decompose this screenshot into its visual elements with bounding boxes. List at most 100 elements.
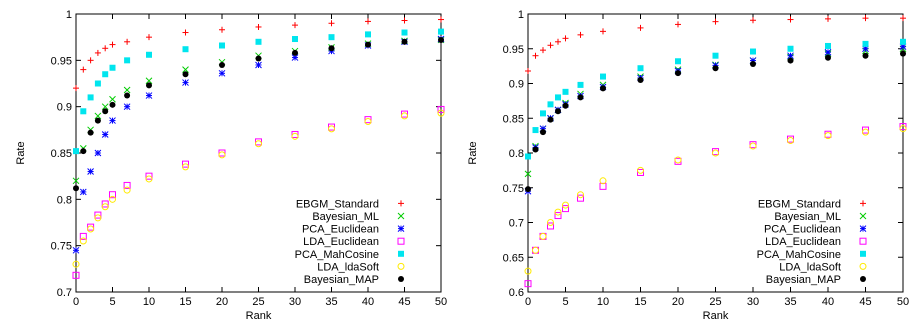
- marker-shape: [539, 232, 547, 240]
- data-point: [94, 80, 101, 87]
- data-point: [72, 177, 80, 185]
- marker-shape: [637, 166, 644, 174]
- data-point: [862, 126, 869, 134]
- marker-shape: [712, 65, 719, 72]
- data-point: [787, 52, 794, 60]
- data-point: [525, 186, 531, 193]
- data-point: [102, 45, 109, 52]
- marker-shape: [524, 280, 532, 288]
- marker-shape: [401, 38, 408, 45]
- marker-shape: [182, 163, 189, 171]
- series-bayesian-map: [73, 36, 444, 192]
- data-point: [540, 47, 546, 54]
- legend-label: Bayesian_ML: [774, 211, 841, 223]
- marker-shape: [291, 132, 299, 140]
- data-point: [292, 49, 298, 56]
- marker-shape: [637, 77, 644, 84]
- data-point: [547, 42, 554, 49]
- marker-shape: [401, 112, 408, 120]
- marker-shape: [87, 225, 95, 233]
- marker-stroke: [824, 48, 832, 56]
- marker-stroke: [79, 188, 87, 196]
- marker-stroke: [123, 86, 131, 94]
- series-lda-ldasoft: [72, 109, 445, 268]
- marker-shape: [859, 237, 867, 245]
- data-point: [101, 203, 109, 211]
- marker-shape: [600, 85, 606, 92]
- legend-label: EBGM_Standard: [758, 198, 841, 210]
- data-point: [397, 262, 405, 270]
- marker-shape: [712, 52, 719, 59]
- data-point: [123, 181, 131, 189]
- series-lda-euclidean: [72, 105, 445, 279]
- data-point: [109, 95, 116, 103]
- data-point: [749, 142, 757, 150]
- data-point: [675, 70, 681, 77]
- marker-shape: [525, 186, 531, 193]
- data-point: [532, 246, 539, 254]
- data-point: [438, 36, 444, 43]
- marker-shape: [860, 250, 866, 257]
- data-point: [79, 237, 87, 245]
- data-point: [547, 222, 554, 230]
- x-tick-label: 30: [747, 296, 759, 308]
- data-point: [562, 35, 569, 42]
- marker-shape: [123, 186, 131, 194]
- y-axis-label: Rate: [467, 141, 479, 164]
- data-point: [255, 140, 262, 148]
- marker-shape: [73, 185, 79, 192]
- marker-shape: [437, 109, 445, 117]
- data-point: [182, 160, 189, 168]
- data-point: [600, 73, 606, 80]
- data-point: [824, 132, 832, 140]
- marker-shape: [94, 80, 101, 87]
- data-point: [365, 41, 371, 48]
- marker-shape: [900, 50, 906, 57]
- marker-stroke: [145, 92, 153, 99]
- data-point: [637, 168, 644, 176]
- data-point: [365, 31, 371, 38]
- data-point: [524, 170, 532, 178]
- marker-shape: [540, 110, 546, 117]
- marker-shape: [437, 105, 445, 113]
- marker-shape: [219, 42, 225, 49]
- data-point: [540, 129, 546, 136]
- data-point: [94, 112, 102, 120]
- data-point: [401, 38, 408, 45]
- legend-label: LDA_Euclidean: [765, 236, 841, 248]
- data-point: [182, 163, 189, 171]
- marker-shape: [101, 203, 109, 211]
- legend-label: PCA_Euclidean: [302, 224, 379, 236]
- x-axis-label: Rank: [246, 310, 272, 322]
- marker-shape: [577, 94, 584, 101]
- legend-label: PCA_Euclidean: [764, 224, 841, 236]
- data-point: [712, 18, 719, 25]
- series-ebgm-standard: [73, 16, 444, 92]
- marker-shape: [102, 71, 109, 78]
- data-point: [145, 172, 153, 180]
- marker-shape: [364, 117, 372, 125]
- data-point: [524, 267, 532, 275]
- data-point: [73, 85, 79, 92]
- marker-shape: [532, 146, 539, 153]
- marker-stroke: [397, 225, 405, 232]
- x-tick-label: 10: [597, 296, 609, 308]
- data-point: [859, 262, 867, 270]
- data-point: [824, 48, 832, 56]
- marker-shape: [79, 232, 87, 240]
- marker-shape: [862, 128, 869, 136]
- x-tick-label: 15: [634, 296, 646, 308]
- series-lda-ldasoft: [524, 125, 907, 275]
- marker-shape: [712, 149, 719, 157]
- series-lda-euclidean: [524, 123, 907, 288]
- x-tick-label: 15: [179, 296, 191, 308]
- data-point: [94, 211, 102, 219]
- marker-shape: [554, 208, 562, 216]
- data-point: [219, 26, 225, 33]
- y-tick-label: 0.8: [57, 194, 72, 206]
- data-point: [94, 117, 101, 124]
- marker-stroke: [109, 117, 116, 124]
- legend: EBGM_StandardBayesian_MLPCA_EuclideanLDA…: [295, 198, 405, 286]
- x-axis-label: Rank: [703, 310, 729, 322]
